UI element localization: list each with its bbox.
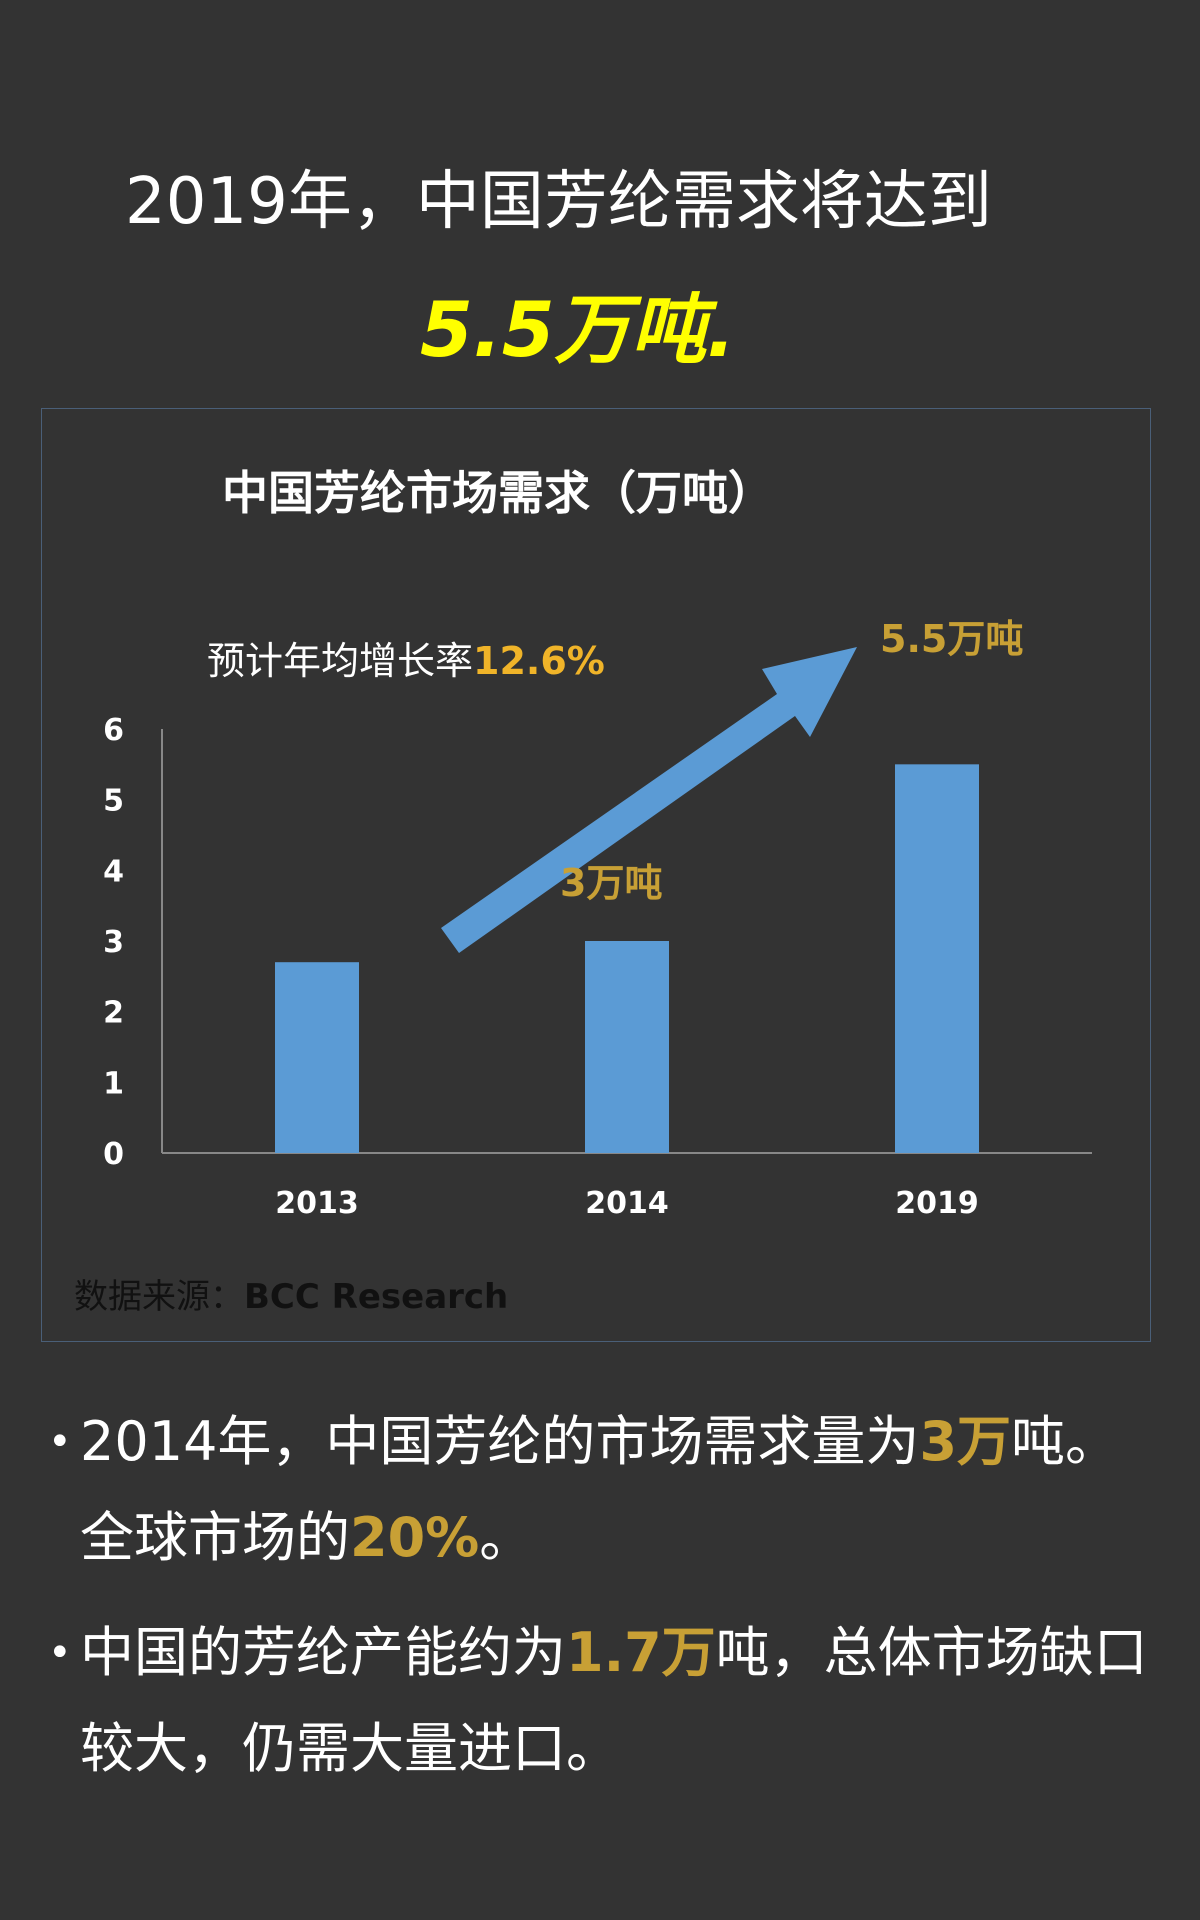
x-tick-label: 2019 (895, 1186, 979, 1221)
headline-highlight: 5.5万吨. (420, 285, 736, 374)
y-tick-label: 5 (103, 784, 124, 819)
growth-value: 12.6% (473, 639, 605, 683)
y-tick-label: 4 (103, 854, 124, 889)
data-source: 数据来源：BCC Research (74, 1269, 508, 1318)
y-tick-label: 0 (103, 1137, 124, 1172)
bar-2019 (895, 764, 979, 1153)
headline: 2019年，中国芳纶需求将达到 (125, 165, 992, 239)
bullet-2-part: 吨，总体市场缺口较大，仍需大量进口。 (80, 1621, 1148, 1780)
bar-2014 (585, 941, 669, 1153)
bullet-dot: • (48, 1630, 72, 1676)
growth-arrow (441, 647, 857, 953)
label-2014: 3万吨 (560, 861, 662, 905)
label-2019: 5.5万吨 (880, 617, 1023, 661)
growth-label: 预计年均增长率 (207, 639, 473, 683)
bullet-1-part: 吨。全球市场的 (80, 1410, 1120, 1569)
bullet-1-highlight: 3万 (919, 1410, 1012, 1473)
bullet-2-part: 中国的芳纶产能约为 (80, 1621, 566, 1684)
bullet-1: • 2014年，中国芳纶的市场需求量为3万吨。全球市场的20%。 (48, 1394, 1158, 1586)
source-value: BCC Research (244, 1277, 509, 1317)
y-tick-label: 2 (103, 996, 124, 1031)
bullet-2: • 中国的芳纶产能约为1.7万吨，总体市场缺口较大，仍需大量进口。 (48, 1605, 1158, 1797)
bullet-dot: • (48, 1419, 72, 1465)
y-tick-label: 1 (103, 1066, 124, 1101)
bar-2013 (275, 962, 359, 1153)
bullet-1-highlight: 20% (350, 1506, 480, 1569)
demand-chart: 中国芳纶市场需求（万吨） 预计年均增长率12.6% 0 1 2 3 4 5 6 2013 20… (103, 466, 1092, 1221)
bullet-1-part: 2014年，中国芳纶的市场需求量为 (80, 1410, 920, 1473)
source-label: 数据来源： (74, 1277, 244, 1317)
x-tick-label: 2014 (585, 1186, 669, 1221)
y-tick-label: 3 (103, 925, 124, 960)
bullet-1-part: 。 (479, 1506, 534, 1569)
growth-annotation: 预计年均增长率12.6% (207, 639, 605, 683)
bullet-2-highlight: 1.7万 (566, 1621, 716, 1684)
y-tick-label: 6 (103, 713, 124, 748)
x-tick-label: 2013 (275, 1186, 359, 1221)
chart-panel: 中国芳纶市场需求（万吨） 预计年均增长率12.6% 0 1 2 3 4 5 6 2013 20… (41, 408, 1151, 1342)
chart-title: 中国芳纶市场需求（万吨） (222, 466, 774, 520)
bullet-text: 中国的芳纶产能约为1.7万吨，总体市场缺口较大，仍需大量进口。 (80, 1605, 1158, 1797)
bullet-text: 2014年，中国芳纶的市场需求量为3万吨。全球市场的20%。 (80, 1394, 1158, 1586)
